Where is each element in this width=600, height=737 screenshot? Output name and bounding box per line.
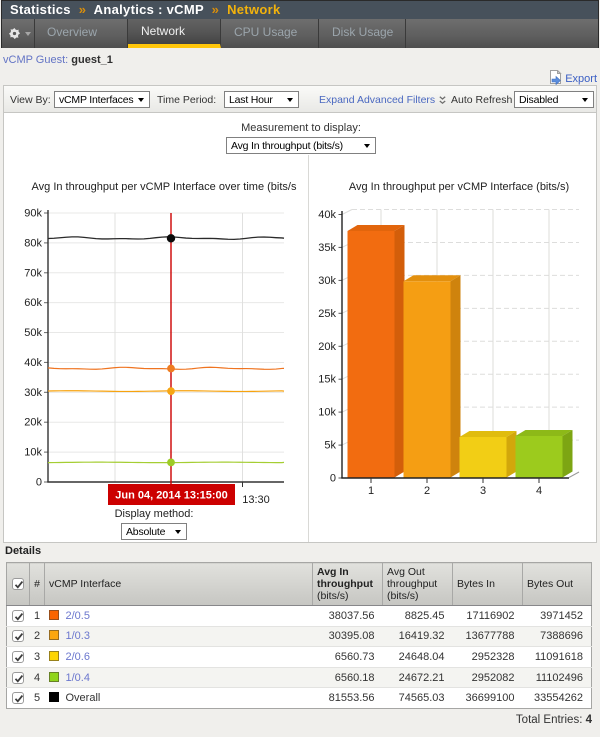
svg-text:40k: 40k xyxy=(318,209,336,221)
svg-text:Jun 04, 2014 13:15:00: Jun 04, 2014 13:15:00 xyxy=(115,490,228,502)
svg-text:2: 2 xyxy=(424,485,430,497)
svg-text:70k: 70k xyxy=(24,267,42,279)
svg-text:40k: 40k xyxy=(24,357,42,369)
svg-text:20k: 20k xyxy=(24,417,42,429)
svg-text:Avg In throughput per vCMP Int: Avg In throughput per vCMP Interface (bi… xyxy=(349,181,569,193)
svg-text:25k: 25k xyxy=(318,308,336,320)
svg-text:90k: 90k xyxy=(24,208,42,220)
svg-text:20k: 20k xyxy=(318,341,336,353)
svg-text:1: 1 xyxy=(368,485,374,497)
svg-text:15k: 15k xyxy=(318,374,336,386)
svg-text:30k: 30k xyxy=(318,275,336,287)
svg-text:10k: 10k xyxy=(24,447,42,459)
svg-text:4: 4 xyxy=(536,485,542,497)
svg-text:Display method:: Display method: xyxy=(115,508,194,520)
svg-text:13:30: 13:30 xyxy=(242,494,270,506)
svg-text:10k: 10k xyxy=(318,407,336,419)
svg-text:0: 0 xyxy=(330,473,336,485)
svg-text:35k: 35k xyxy=(318,242,336,254)
svg-text:0: 0 xyxy=(36,477,42,489)
svg-text:5k: 5k xyxy=(324,440,336,452)
svg-text:80k: 80k xyxy=(24,237,42,249)
svg-text:30k: 30k xyxy=(24,387,42,399)
svg-text:Avg In throughput per vCMP Int: Avg In throughput per vCMP Interface ove… xyxy=(32,181,297,193)
svg-text:50k: 50k xyxy=(24,327,42,339)
svg-text:60k: 60k xyxy=(24,297,42,309)
svg-text:3: 3 xyxy=(480,485,486,497)
